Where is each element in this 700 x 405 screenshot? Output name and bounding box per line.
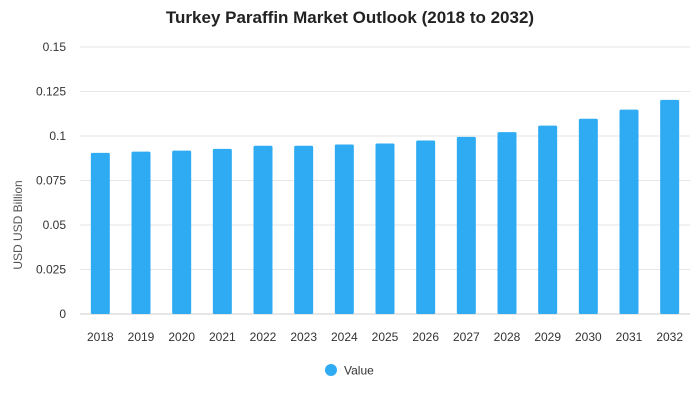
y-tick-label: 0.075 xyxy=(36,174,66,188)
y-tick-label: 0.15 xyxy=(43,40,67,54)
x-tick-label: 2031 xyxy=(616,330,643,344)
y-tick-label: 0.025 xyxy=(36,263,66,277)
y-axis-label: USD USD Billion xyxy=(11,180,25,269)
y-axis-ticks: 0 0.025 0.05 0.075 0.1 0.125 0.15 xyxy=(36,40,66,321)
x-tick-label: 2026 xyxy=(412,330,439,344)
y-tick-label: 0.1 xyxy=(49,129,66,143)
bar-series xyxy=(90,99,680,315)
bar-2031[interactable] xyxy=(619,109,639,314)
legend-label: Value xyxy=(344,364,374,378)
x-tick-label: 2030 xyxy=(575,330,602,344)
x-tick-label: 2019 xyxy=(128,330,155,344)
x-tick-label: 2020 xyxy=(168,330,195,344)
x-tick-label: 2018 xyxy=(87,330,114,344)
bar-2019[interactable] xyxy=(131,151,151,314)
x-tick-label: 2023 xyxy=(290,330,317,344)
x-tick-label: 2024 xyxy=(331,330,358,344)
bar-2020[interactable] xyxy=(172,150,192,314)
bar-2018[interactable] xyxy=(90,152,110,314)
bar-2027[interactable] xyxy=(456,136,476,314)
bar-2021[interactable] xyxy=(212,148,232,314)
x-tick-label: 2022 xyxy=(250,330,277,344)
bar-2025[interactable] xyxy=(375,143,395,314)
bar-2023[interactable] xyxy=(294,145,314,314)
chart-title: Turkey Paraffin Market Outlook (2018 to … xyxy=(165,8,535,27)
legend[interactable]: Value xyxy=(325,364,374,378)
x-axis-ticks: 2018 2019 2020 2021 2022 2023 2024 2025 2026 2027… xyxy=(87,330,683,344)
x-tick-label: 2029 xyxy=(534,330,561,344)
bar-2032[interactable] xyxy=(660,99,680,314)
y-tick-label: 0.125 xyxy=(36,85,66,99)
x-tick-label: 2027 xyxy=(453,330,480,344)
y-tick-label: 0 xyxy=(59,307,66,321)
x-tick-label: 2028 xyxy=(494,330,521,344)
bar-2024[interactable] xyxy=(334,144,354,314)
x-tick-label: 2032 xyxy=(656,330,683,344)
legend-swatch xyxy=(325,364,337,376)
bar-2026[interactable] xyxy=(416,140,436,314)
bar-2030[interactable] xyxy=(578,118,598,314)
bar-2028[interactable] xyxy=(497,132,517,314)
bar-2022[interactable] xyxy=(253,145,273,314)
y-tick-label: 0.05 xyxy=(43,218,67,232)
x-tick-label: 2021 xyxy=(209,330,236,344)
x-tick-label: 2025 xyxy=(372,330,399,344)
bar-2029[interactable] xyxy=(538,125,558,315)
